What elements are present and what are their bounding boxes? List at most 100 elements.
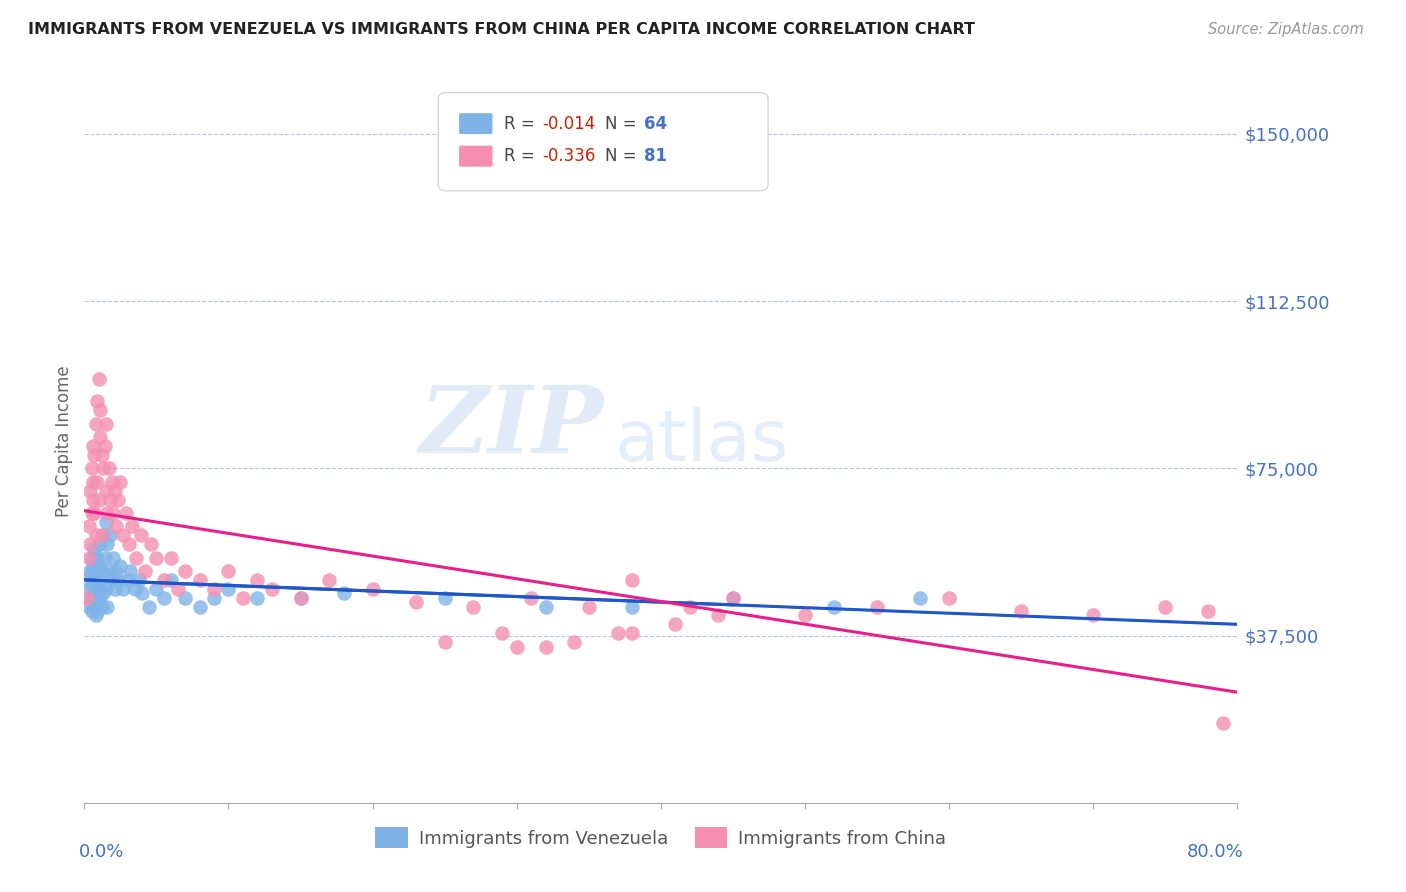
Point [110,475,132,489]
Point [90,448,112,462]
Point [621,573,644,587]
Point [721,591,744,605]
Point [89,403,111,417]
Text: 81: 81 [644,147,666,165]
Point [188,573,211,587]
Point [174,564,197,578]
Point [94,483,117,498]
Text: Source: ZipAtlas.com: Source: ZipAtlas.com [1208,22,1364,37]
Point [333,586,356,600]
Point [89,430,111,444]
Point [131,586,153,600]
Point [77,568,100,582]
Point [87,591,110,605]
Point [621,599,644,614]
Point [1198,604,1220,618]
Point [91,586,114,600]
Point [129,528,152,542]
Point [77,550,100,565]
Point [84,591,107,605]
Point [1083,608,1105,623]
Point [121,519,143,533]
Text: 0.0%: 0.0% [79,843,124,861]
Point [105,519,128,533]
Point [160,550,183,565]
Point [97,461,120,475]
Point [491,626,513,640]
Point [405,595,427,609]
Point [120,564,142,578]
Point [96,599,118,614]
Point [463,599,485,614]
Point [138,599,160,614]
Point [707,608,730,623]
Point [104,582,127,596]
Point [80,461,103,475]
Text: IMMIGRANTS FROM VENEZUELA VS IMMIGRANTS FROM CHINA PER CAPITA INCOME CORRELATION: IMMIGRANTS FROM VENEZUELA VS IMMIGRANTS … [28,22,976,37]
Point [145,582,167,596]
Point [506,640,529,654]
Point [188,599,211,614]
Text: 80.0%: 80.0% [1187,843,1243,861]
Point [86,550,108,565]
Point [98,528,121,542]
Y-axis label: Per Capita Income: Per Capita Income [55,366,73,517]
Point [100,573,122,587]
Point [564,635,586,649]
Point [218,564,240,578]
Point [433,591,456,605]
Point [84,528,107,542]
Point [534,640,557,654]
Point [1154,599,1177,614]
Point [260,582,283,596]
Point [134,564,156,578]
Point [82,559,104,574]
Point [86,604,108,618]
Point [246,591,269,605]
Point [679,599,702,614]
Point [83,506,105,520]
Point [80,604,103,618]
Point [115,506,138,520]
Point [105,564,128,578]
Text: R =: R = [503,115,540,133]
Point [721,591,744,605]
Text: atlas: atlas [614,407,789,476]
Text: N =: N = [606,147,643,165]
Point [128,573,150,587]
Point [794,608,817,623]
Text: ZIP: ZIP [419,382,603,472]
Point [112,528,135,542]
Point [118,537,141,551]
Point [107,492,129,507]
Point [606,626,628,640]
Point [139,537,162,551]
Point [107,573,129,587]
Point [87,372,110,386]
Point [79,537,101,551]
Point [83,573,105,587]
Point [91,461,114,475]
Point [202,591,225,605]
Point [938,591,960,605]
Point [77,599,100,614]
Point [93,439,115,453]
Point [86,475,108,489]
Point [910,591,932,605]
Point [152,591,174,605]
Text: 64: 64 [644,115,666,133]
Point [103,550,124,565]
Point [110,559,132,574]
FancyBboxPatch shape [439,93,768,191]
Point [361,582,384,596]
Text: R =: R = [503,147,540,165]
Point [433,635,456,649]
Point [96,537,118,551]
Point [89,582,111,596]
Point [93,550,115,565]
Point [76,591,98,605]
Point [202,582,225,596]
Point [80,506,103,520]
Point [84,564,107,578]
Point [94,515,117,529]
